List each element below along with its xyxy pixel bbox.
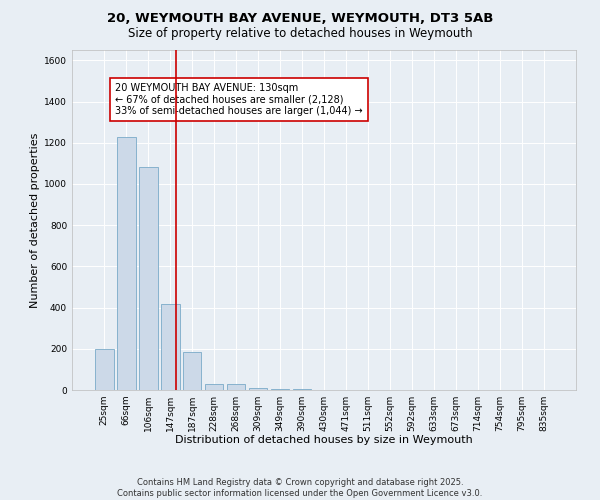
Text: 20, WEYMOUTH BAY AVENUE, WEYMOUTH, DT3 5AB: 20, WEYMOUTH BAY AVENUE, WEYMOUTH, DT3 5…: [107, 12, 493, 26]
Bar: [161, 304, 179, 390]
Bar: [205, 384, 223, 390]
Bar: [249, 388, 268, 390]
Text: Size of property relative to detached houses in Weymouth: Size of property relative to detached ho…: [128, 28, 472, 40]
Bar: [271, 389, 289, 390]
Bar: [117, 136, 136, 390]
Bar: [183, 352, 202, 390]
Bar: [227, 384, 245, 390]
Bar: [95, 349, 113, 390]
Y-axis label: Number of detached properties: Number of detached properties: [30, 132, 40, 308]
Text: 20 WEYMOUTH BAY AVENUE: 130sqm
← 67% of detached houses are smaller (2,128)
33% : 20 WEYMOUTH BAY AVENUE: 130sqm ← 67% of …: [115, 83, 363, 116]
Bar: [139, 168, 158, 390]
Text: Contains HM Land Registry data © Crown copyright and database right 2025.
Contai: Contains HM Land Registry data © Crown c…: [118, 478, 482, 498]
X-axis label: Distribution of detached houses by size in Weymouth: Distribution of detached houses by size …: [175, 436, 473, 446]
